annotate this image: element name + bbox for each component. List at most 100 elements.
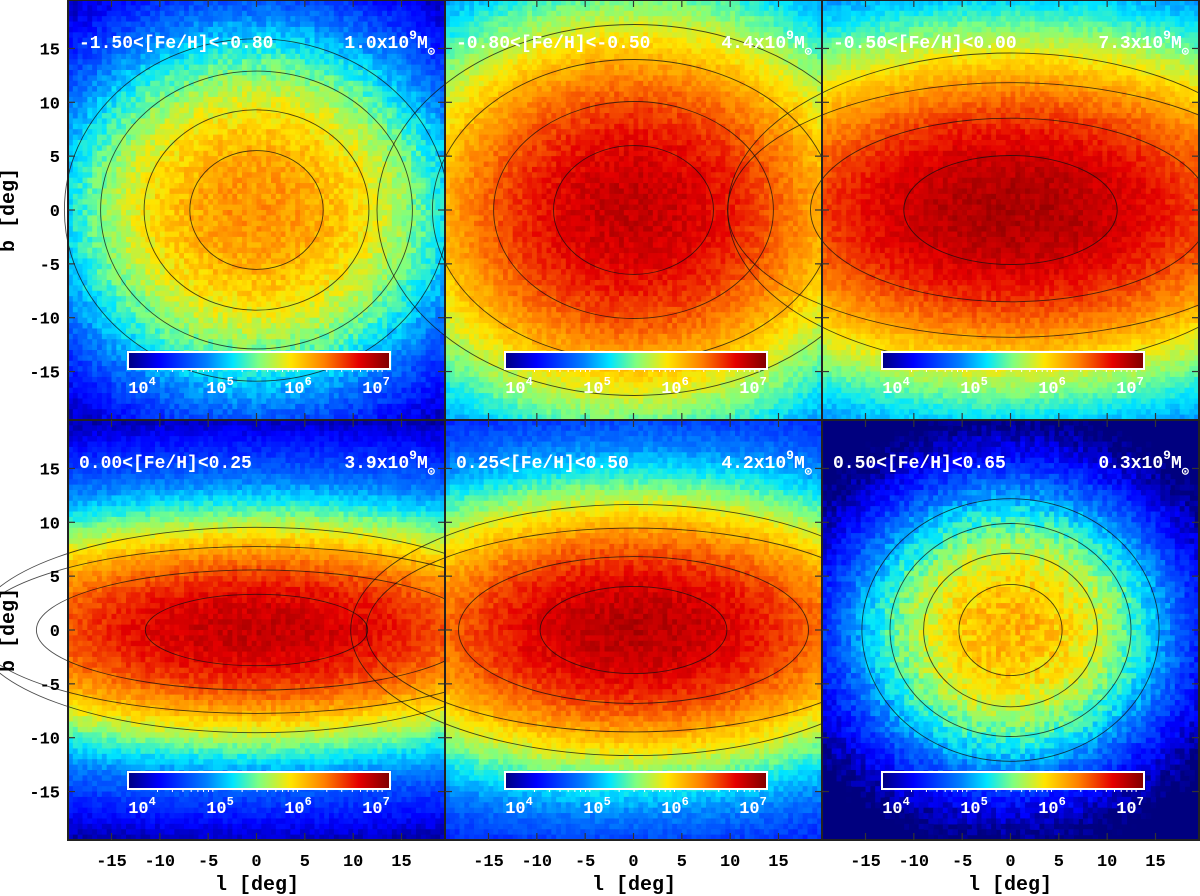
heatmap-cell xyxy=(373,65,378,71)
heatmap-cell xyxy=(402,16,407,22)
heatmap-cell xyxy=(121,27,126,33)
heatmap-cell xyxy=(300,65,305,71)
heatmap-cell xyxy=(368,16,373,22)
heatmap-cell xyxy=(203,11,208,17)
heatmap-cell xyxy=(421,65,426,71)
heatmap-cell xyxy=(358,59,363,65)
heatmap-cell xyxy=(218,11,223,17)
heatmap-cell xyxy=(397,54,402,60)
heatmap-cell xyxy=(271,59,276,65)
heatmap-cell xyxy=(218,65,223,71)
heatmap-cell xyxy=(160,5,165,11)
heatmap-cell xyxy=(116,27,121,33)
heatmap-cell xyxy=(145,75,150,81)
heatmap-cell xyxy=(174,16,179,22)
heatmap-cell xyxy=(73,54,78,60)
heatmap-cell xyxy=(102,16,107,22)
heatmap-cell xyxy=(203,27,208,33)
heatmap-cell xyxy=(411,48,416,54)
heatmap-cell xyxy=(353,65,358,71)
heatmap-cell xyxy=(242,65,247,71)
heatmap-cell xyxy=(382,59,387,65)
heatmap-cell xyxy=(112,59,117,65)
heatmap-cell xyxy=(324,16,329,22)
heatmap-cell xyxy=(406,59,411,65)
heatmap-cell xyxy=(73,65,78,71)
heatmap-cell xyxy=(252,75,257,81)
heatmap-cell xyxy=(83,70,88,76)
heatmap-cell xyxy=(237,70,242,76)
heatmap-cell xyxy=(107,65,112,71)
heatmap-cell xyxy=(266,59,271,65)
heatmap-cell xyxy=(131,16,136,22)
heatmap-cell xyxy=(189,75,194,81)
heatmap-cell xyxy=(310,59,315,65)
heatmap-cell xyxy=(208,27,213,33)
heatmap-cell xyxy=(112,22,117,28)
heatmap-cell xyxy=(377,54,382,60)
heatmap-cell xyxy=(116,22,121,28)
heatmap-cell xyxy=(377,16,382,22)
heatmap-cell xyxy=(257,59,262,65)
heatmap-cell xyxy=(145,59,150,65)
heatmap-cell xyxy=(286,5,291,11)
heatmap-cell xyxy=(184,5,189,11)
heatmap-cell xyxy=(324,32,329,38)
heatmap-cell xyxy=(237,22,242,28)
heatmap-cell xyxy=(92,65,97,71)
heatmap-cell xyxy=(290,43,295,49)
heatmap-cell xyxy=(184,11,189,17)
heatmap-cell xyxy=(315,48,320,54)
heatmap-cell xyxy=(116,75,121,81)
heatmap-cell xyxy=(116,59,121,65)
heatmap-cell xyxy=(189,65,194,71)
heatmap-cell xyxy=(199,70,204,76)
heatmap-cell xyxy=(261,65,266,71)
heatmap-cell xyxy=(232,22,237,28)
heatmap-cell xyxy=(344,75,349,81)
heatmap-cell xyxy=(431,22,436,28)
heatmap-cell xyxy=(73,59,78,65)
heatmap-cell xyxy=(155,27,160,33)
heatmap-cell xyxy=(411,5,416,11)
heatmap-cell xyxy=(218,59,223,65)
heatmap-cell xyxy=(305,59,310,65)
heatmap-cell xyxy=(150,16,155,22)
heatmap-cell xyxy=(290,11,295,17)
heatmap-cell xyxy=(247,5,252,11)
heatmap-cell xyxy=(431,11,436,17)
heatmap-cell xyxy=(276,54,281,60)
heatmap-cell xyxy=(136,59,141,65)
heatmap-cell xyxy=(145,54,150,60)
heatmap-cell xyxy=(382,11,387,17)
heatmap-cell xyxy=(165,11,170,17)
heatmap-cell xyxy=(208,59,213,65)
heatmap-cell xyxy=(261,5,266,11)
heatmap-cell xyxy=(136,65,141,71)
heatmap-cell xyxy=(402,27,407,33)
heatmap-cell xyxy=(179,11,184,17)
heatmap-cell xyxy=(194,5,199,11)
heatmap-cell xyxy=(348,22,353,28)
heatmap-cell xyxy=(150,54,155,60)
heatmap-cell xyxy=(363,59,368,65)
heatmap-cell xyxy=(315,54,320,60)
heatmap-cell xyxy=(276,22,281,28)
heatmap-cell xyxy=(237,27,242,33)
heatmap-cell xyxy=(223,59,228,65)
heatmap-cell xyxy=(189,27,194,33)
heatmap-cell xyxy=(97,59,102,65)
heatmap-cell xyxy=(334,65,339,71)
heatmap-cell xyxy=(73,16,78,22)
heatmap-cell xyxy=(377,65,382,71)
heatmap-cell xyxy=(435,11,440,17)
heatmap-cell xyxy=(165,16,170,22)
heatmap-cell xyxy=(228,59,233,65)
heatmap-cell xyxy=(416,11,421,17)
heatmap-cell xyxy=(300,27,305,33)
heatmap-cell xyxy=(416,65,421,71)
heatmap-cell xyxy=(421,16,426,22)
heatmap-cell xyxy=(271,5,276,11)
heatmap-cell xyxy=(286,16,291,22)
heatmap-cell xyxy=(160,54,165,60)
